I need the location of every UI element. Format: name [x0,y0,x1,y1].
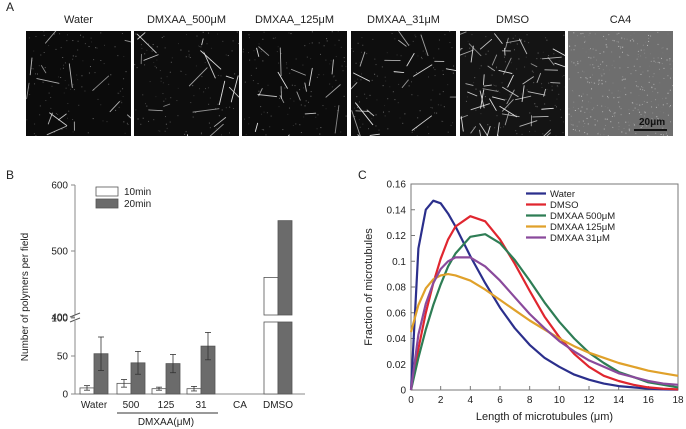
x-tick-label: 14 [613,395,625,406]
y-tick-label: 100 [51,314,68,325]
micrograph-image [242,31,347,136]
bar [263,321,279,395]
series-line [409,215,679,391]
x-axis-label: Length of microtubules (μm) [476,411,613,423]
x-tick-label: 0 [408,395,414,406]
x-tick-label: 10 [554,395,566,406]
x-tick-label: 125 [158,400,175,411]
y-tick-label: 0 [62,390,68,401]
y-tick-label: 0 [400,386,406,397]
scale-bar [634,129,667,131]
legend-label: DMXAA 500μM [550,211,615,222]
micrograph-label: DMXAA_500μM [146,14,227,26]
x-tick-label: DMSO [263,400,293,411]
x-tick-label: 31 [195,400,207,411]
legend-label: Water [550,189,575,200]
legend-label: 20min [124,199,151,210]
micrograph-label: DMXAA_31μM [367,14,440,26]
y-tick-label: 600 [51,181,68,192]
x-tick-label: Water [81,400,108,411]
y-tick-label: 0.08 [387,283,407,294]
x-tick-label: 4 [468,395,474,406]
y-axis-label: Number of polymers per field [20,233,31,361]
axis-break-mark [69,312,81,318]
legend-label: 10min [124,187,151,198]
legend-label: DMXAA 31μM [550,233,610,244]
y-tick-label: 0.16 [387,180,407,191]
micrograph-image [134,31,239,136]
x-tick-label: 12 [583,395,595,406]
y-tick-label: 0.12 [387,231,407,242]
x-tick-label: 18 [672,395,684,406]
bar [263,277,279,316]
panel-a-letter: A [6,0,15,14]
micrograph-label: DMXAA_125μM [254,14,335,26]
y-tick-label: 0.14 [387,205,407,216]
y-tick-label: 0.04 [387,334,407,345]
y-tick-label: 0.02 [387,360,407,371]
micrograph-label: Water [64,14,93,26]
panel-b-letter: B [6,168,15,182]
line-chart: 0 2 4 6 8 10 12 14 16 18 0 0.02 0.04 0.06 0.08 0.1 0.12 0… [363,180,684,424]
series-line [409,233,679,391]
scale-bar-label: 20μm [639,117,666,128]
group-label: DMXAA(μM) [138,417,194,428]
x-tick-label: CA [233,400,247,411]
micrograph-image [568,31,673,136]
x-tick-label: 8 [527,395,533,406]
series-line [409,256,679,391]
legend-swatch [95,198,119,209]
micrograph-image [26,31,131,136]
x-tick-label: 16 [643,395,655,406]
micrograph-label: CA4 [609,14,632,26]
legend-label: DMSO [550,200,579,211]
bar [277,220,293,316]
micrograph-image [351,31,456,136]
y-axis-label: Fraction of microtubules [363,228,375,346]
legend-label: DMXAA 125μM [550,222,615,233]
x-tick-label: 500 [123,400,140,411]
bar [277,321,293,395]
series-line [409,199,679,391]
y-tick-label: 0.06 [387,308,407,319]
panel-c-letter: C [358,168,367,182]
series-line [409,273,679,377]
legend-swatch [95,186,119,197]
y-tick-label: 0.1 [392,257,406,268]
y-tick-label: 500 [51,247,68,258]
y-tick-label: 50 [57,352,69,363]
micrograph-image [460,31,565,136]
x-tick-label: 6 [497,395,503,406]
y-tick-label: 400 [51,313,68,324]
axis-break-mark [69,317,81,323]
micrograph-label: DMSO [496,14,529,26]
x-tick-label: 2 [438,395,444,406]
